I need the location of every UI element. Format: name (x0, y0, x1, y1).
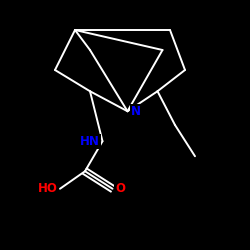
Text: O: O (115, 182, 125, 195)
Text: HO: HO (38, 182, 58, 195)
Text: HN: HN (80, 135, 100, 148)
Text: N: N (131, 105, 141, 118)
